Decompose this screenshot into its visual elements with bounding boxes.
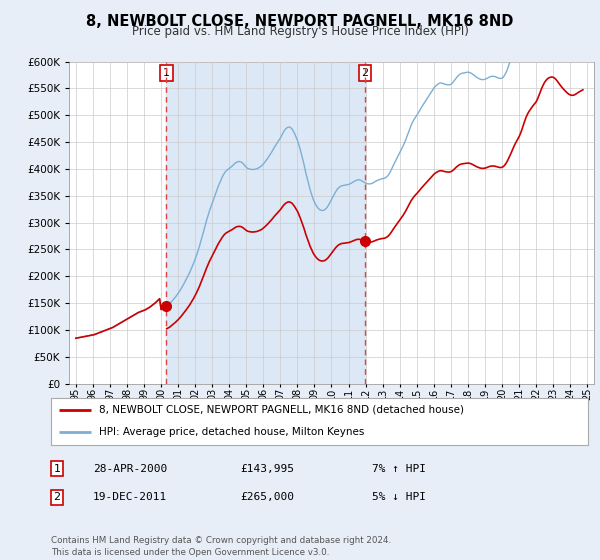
Text: 1: 1 xyxy=(53,464,61,474)
Text: HPI: Average price, detached house, Milton Keynes: HPI: Average price, detached house, Milt… xyxy=(100,427,365,437)
Text: 8, NEWBOLT CLOSE, NEWPORT PAGNELL, MK16 8ND: 8, NEWBOLT CLOSE, NEWPORT PAGNELL, MK16 … xyxy=(86,14,514,29)
Text: 5% ↓ HPI: 5% ↓ HPI xyxy=(372,492,426,502)
Text: 2: 2 xyxy=(362,68,368,78)
Text: 19-DEC-2011: 19-DEC-2011 xyxy=(93,492,167,502)
Text: 2: 2 xyxy=(53,492,61,502)
Bar xyxy=(166,62,365,384)
Text: 28-APR-2000: 28-APR-2000 xyxy=(93,464,167,474)
Text: Price paid vs. HM Land Registry's House Price Index (HPI): Price paid vs. HM Land Registry's House … xyxy=(131,25,469,39)
Text: Contains HM Land Registry data © Crown copyright and database right 2024.
This d: Contains HM Land Registry data © Crown c… xyxy=(51,536,391,557)
Text: £265,000: £265,000 xyxy=(240,492,294,502)
Text: 8, NEWBOLT CLOSE, NEWPORT PAGNELL, MK16 8ND (detached house): 8, NEWBOLT CLOSE, NEWPORT PAGNELL, MK16 … xyxy=(100,404,464,414)
Text: 7% ↑ HPI: 7% ↑ HPI xyxy=(372,464,426,474)
Text: 1: 1 xyxy=(163,68,170,78)
Text: £143,995: £143,995 xyxy=(240,464,294,474)
